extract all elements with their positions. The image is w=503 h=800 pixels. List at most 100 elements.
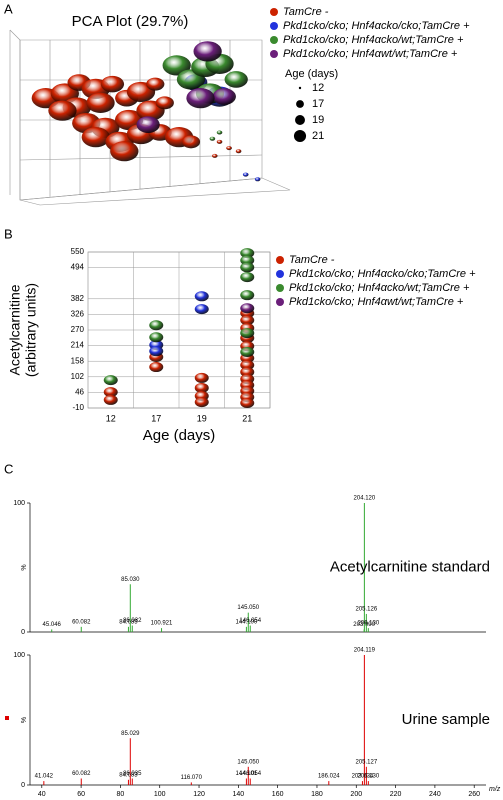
x-tick-label: 40 [38,791,46,798]
legend-swatch [270,22,278,30]
point [149,346,164,357]
legend-swatch [270,50,278,58]
size-legend-dot [298,86,302,90]
size-legend-label: 17 [312,98,324,110]
y-axis-label: % [21,564,28,570]
y-tick-label: 0 [21,782,25,789]
point [86,92,115,113]
point [240,397,255,408]
peak-label: 60.082 [72,771,91,777]
size-legend-label: 19 [312,114,324,126]
x-axis-label: Age (days) [143,427,216,444]
peak-label: 85.030 [121,577,140,583]
peak-label: 84.083 [119,772,138,778]
size-legend-title: Age (days) [285,68,338,80]
x-tick-label: 60 [77,791,85,798]
point [235,149,242,154]
panel-label: A [4,1,13,16]
x-tick-label: 100 [154,791,166,798]
peak-label: 41.042 [35,774,54,780]
peak-label: 206.130 [357,621,379,627]
point [211,153,218,158]
point [194,382,209,393]
y-axis-label: Acetylcarnitine [7,284,23,375]
point [240,248,255,259]
point [240,360,255,371]
peak-label: 186.024 [318,774,340,780]
size-legend-dot [293,129,307,143]
point [136,116,160,133]
y-tick-label: 550 [71,247,85,256]
x-tick-label: 160 [272,791,284,798]
point [240,328,255,339]
point [242,172,249,177]
peak-label: 205.127 [356,759,378,765]
legend-label: TamCre - [289,254,335,266]
legend-swatch [276,256,284,264]
point [226,146,232,151]
point [103,375,118,386]
x-tick-label: 80 [117,791,125,798]
point [48,100,77,121]
x-tick-label: 19 [197,413,207,423]
point [110,141,139,162]
point [155,96,174,110]
point [193,41,222,62]
point [240,347,255,358]
y-tick-label: 382 [71,294,85,303]
marker-square [5,716,9,720]
x-tick-label: 180 [311,791,323,798]
point [216,130,223,135]
y-tick-label: 214 [71,341,85,350]
point [209,136,216,141]
peak-label: 84.085 [119,619,138,625]
peak-label: 144.101 [236,771,258,777]
peak-label: 116.070 [181,775,203,781]
peak-label: 145.050 [237,605,259,611]
x-tick-label: 140 [233,791,245,798]
y-axis-label: (arbitrary units) [23,283,39,377]
legend-swatch [270,8,278,16]
peak-label: 204.119 [354,648,376,654]
x-tick-label: 12 [106,413,116,423]
point [194,372,209,383]
peak-label: 204.120 [354,496,376,502]
point [224,71,248,88]
x-tick-label: 200 [350,791,362,798]
chart-title: PCA Plot (29.7%) [72,13,189,30]
point [254,177,261,182]
x-tick-label: 21 [242,413,252,423]
x-tick-label: 260 [468,791,480,798]
y-tick-label: 100 [13,500,25,507]
legend-label: Pkd1cko/cko; Hnf4αcko/wt;TamCre + [289,282,470,294]
peak-label: 86.035 [123,771,142,777]
point [103,387,118,398]
point [194,304,209,315]
point [240,367,255,378]
point [149,320,164,331]
x-axis-label: m/z [489,786,501,793]
peak-label: 144.100 [236,619,258,625]
point [194,397,209,408]
x-tick-label: 240 [429,791,441,798]
point [149,362,164,373]
y-tick-label: 46 [75,388,84,397]
point [240,290,255,301]
peak-label: 206.130 [357,774,379,780]
y-tick-label: -10 [72,403,84,412]
annotation: Urine sample [402,711,490,728]
peak-label: 85.029 [121,731,140,737]
peak-label: 86.032 [123,618,142,624]
peak-label: 60.082 [72,619,91,625]
point [162,55,191,76]
point [146,77,165,91]
x-tick-label: 120 [193,791,205,798]
legend-label: Pkd1cko/cko; Hnf4αwt/wt;TamCre + [283,48,458,60]
legend-swatch [270,36,278,44]
annotation: Acetylcarnitine standard [330,558,490,575]
panel-label: C [4,461,13,476]
y-tick-label: 158 [71,356,85,365]
y-tick-label: 0 [21,629,25,636]
legend-label: TamCre - [283,6,329,18]
